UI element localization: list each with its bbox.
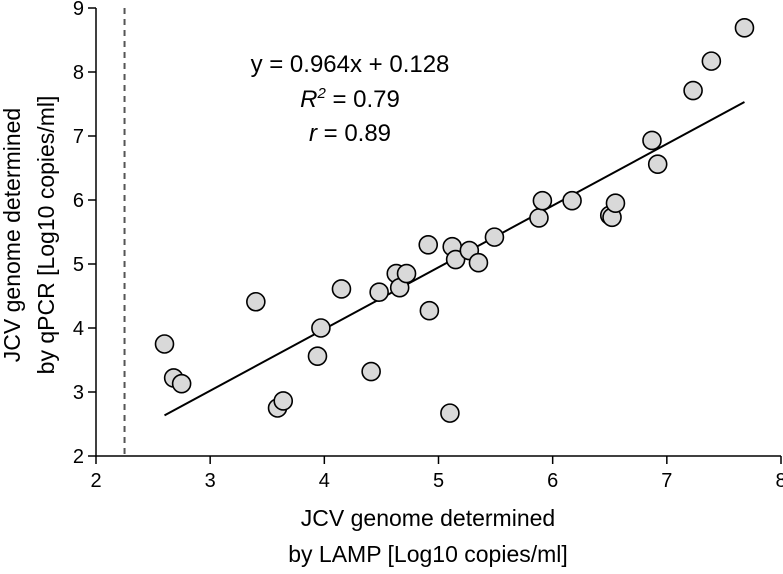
data-point [647, 154, 668, 174]
data-point [396, 263, 417, 284]
y-tick-label: 6 [73, 190, 84, 212]
x-axis-title-line2: by LAMP [Log10 copies/ml] [288, 541, 568, 567]
data-point [532, 190, 553, 211]
x-axis-title-line1: JCV genome determined [301, 505, 555, 531]
data-point [642, 130, 662, 151]
data-point [418, 235, 439, 255]
r2-value: = 0.79 [326, 86, 400, 113]
x-tick-label: 3 [205, 470, 216, 492]
x-axis-ticks: 2 3 4 5 6 7 8 [90, 456, 783, 492]
data-point [734, 18, 755, 38]
data-point [369, 282, 389, 302]
data-point [701, 51, 722, 71]
data-point [246, 291, 266, 312]
data-point [445, 249, 466, 270]
data-point [171, 373, 192, 394]
data-point [419, 300, 440, 321]
x-tick-label: 4 [319, 470, 330, 492]
data-point [562, 190, 582, 211]
data-points [154, 18, 755, 423]
axis-titles: JCV genome determined by LAMP [Log10 cop… [0, 96, 568, 567]
r-value: = 0.89 [317, 120, 391, 147]
y-axis-title-line1: JCV genome determined [0, 108, 25, 362]
data-point [331, 279, 352, 299]
r-label: r [309, 120, 318, 147]
r-squared-annotation: R2 = 0.79 [300, 85, 400, 113]
y-tick-label: 4 [73, 318, 84, 340]
x-tick-label: 7 [661, 470, 672, 492]
y-tick-label: 3 [73, 382, 84, 404]
data-point [273, 391, 294, 411]
data-point [605, 193, 626, 213]
y-axis-title-line2: by qPCR [Log10 copies/ml] [33, 96, 59, 375]
r-annotation: r = 0.89 [309, 120, 391, 147]
data-point [307, 346, 328, 366]
data-point [311, 318, 331, 338]
r2-superscript: 2 [316, 85, 326, 102]
data-point [468, 252, 489, 273]
x-tick-label: 6 [547, 470, 558, 492]
data-point [154, 334, 175, 354]
x-tick-label: 8 [775, 470, 783, 492]
data-point [529, 208, 549, 228]
y-tick-label: 8 [73, 62, 84, 84]
y-axis-ticks: 2 3 4 5 6 7 8 9 [73, 0, 96, 468]
x-tick-label: 5 [433, 470, 444, 492]
data-point [484, 227, 505, 247]
y-tick-label: 2 [73, 446, 84, 468]
data-point [361, 361, 381, 382]
y-tick-label: 7 [73, 126, 84, 148]
x-tick-label: 2 [90, 470, 101, 492]
annotations: y = 0.964x + 0.128 R2 = 0.79 r = 0.89 [251, 51, 450, 147]
r2-label: R [300, 86, 317, 113]
equation-annotation: y = 0.964x + 0.128 [251, 51, 450, 78]
y-tick-label: 9 [73, 0, 84, 20]
data-point [440, 403, 460, 423]
data-point [683, 80, 703, 101]
y-tick-label: 5 [73, 254, 84, 276]
